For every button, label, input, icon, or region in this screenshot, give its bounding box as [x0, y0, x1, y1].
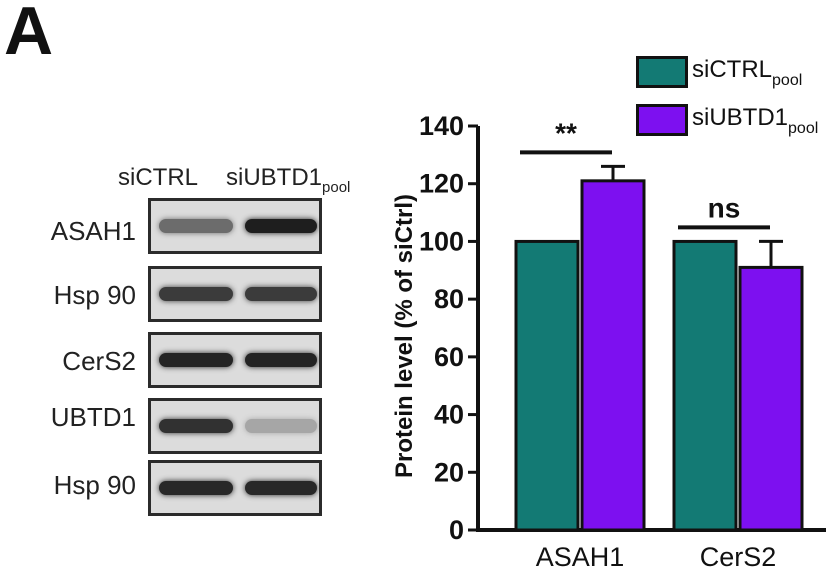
legend-label: siCTRLpool: [692, 56, 803, 89]
blot-row-label: UBTD1: [50, 402, 136, 432]
blot-header-ctrl: siCTRL: [118, 164, 199, 191]
blot-band: [245, 419, 317, 433]
blot-band: [159, 287, 233, 301]
blot-row-label: Hsp 90: [53, 280, 136, 310]
blot-band: [159, 481, 233, 495]
panel-letter: A: [4, 0, 54, 69]
y-tick-label: 40: [434, 400, 464, 430]
bar: [514, 239, 580, 532]
y-tick-label: 120: [419, 169, 464, 199]
blot-band: [159, 419, 233, 433]
x-tick-label: CerS2: [700, 542, 777, 571]
blot-panel-hsp90: [148, 266, 322, 322]
blot-panel-asah1: [148, 198, 322, 254]
bar: [580, 179, 646, 532]
y-tick-label: 20: [434, 457, 464, 487]
y-tick-label: 60: [434, 342, 464, 372]
blot-header-ubtd1: siUBTD1pool: [226, 164, 351, 196]
blot-row-label: CerS2: [62, 346, 136, 376]
blot-panel-ubtd1: [148, 398, 322, 454]
legend-label: siUBTD1pool: [692, 104, 819, 137]
legend-swatch: [636, 56, 688, 88]
x-tick-label: ASAH1: [536, 542, 625, 571]
y-tick-label: 80: [434, 284, 464, 314]
y-tick-label: 140: [419, 111, 464, 141]
blot-band: [245, 287, 317, 301]
significance-label: **: [555, 117, 577, 148]
blot-band: [159, 219, 233, 233]
blot-band: [245, 219, 317, 233]
blot-row-label: Hsp 90: [53, 470, 136, 500]
blot-band: [159, 353, 233, 367]
blot-row-label: ASAH1: [50, 216, 136, 246]
y-tick-label: 0: [449, 515, 464, 545]
y-axis-label: Protein level (% of siCtrl): [391, 194, 418, 478]
blot-band: [245, 353, 317, 367]
bar: [672, 239, 738, 532]
blot-panel-hsp90-2: [148, 460, 322, 516]
bar: [738, 265, 804, 532]
significance-label: ns: [708, 192, 741, 223]
blot-panel-cers2: [148, 332, 322, 388]
legend-swatch: [636, 104, 688, 136]
y-tick-label: 100: [419, 226, 464, 256]
blot-band: [245, 481, 317, 495]
